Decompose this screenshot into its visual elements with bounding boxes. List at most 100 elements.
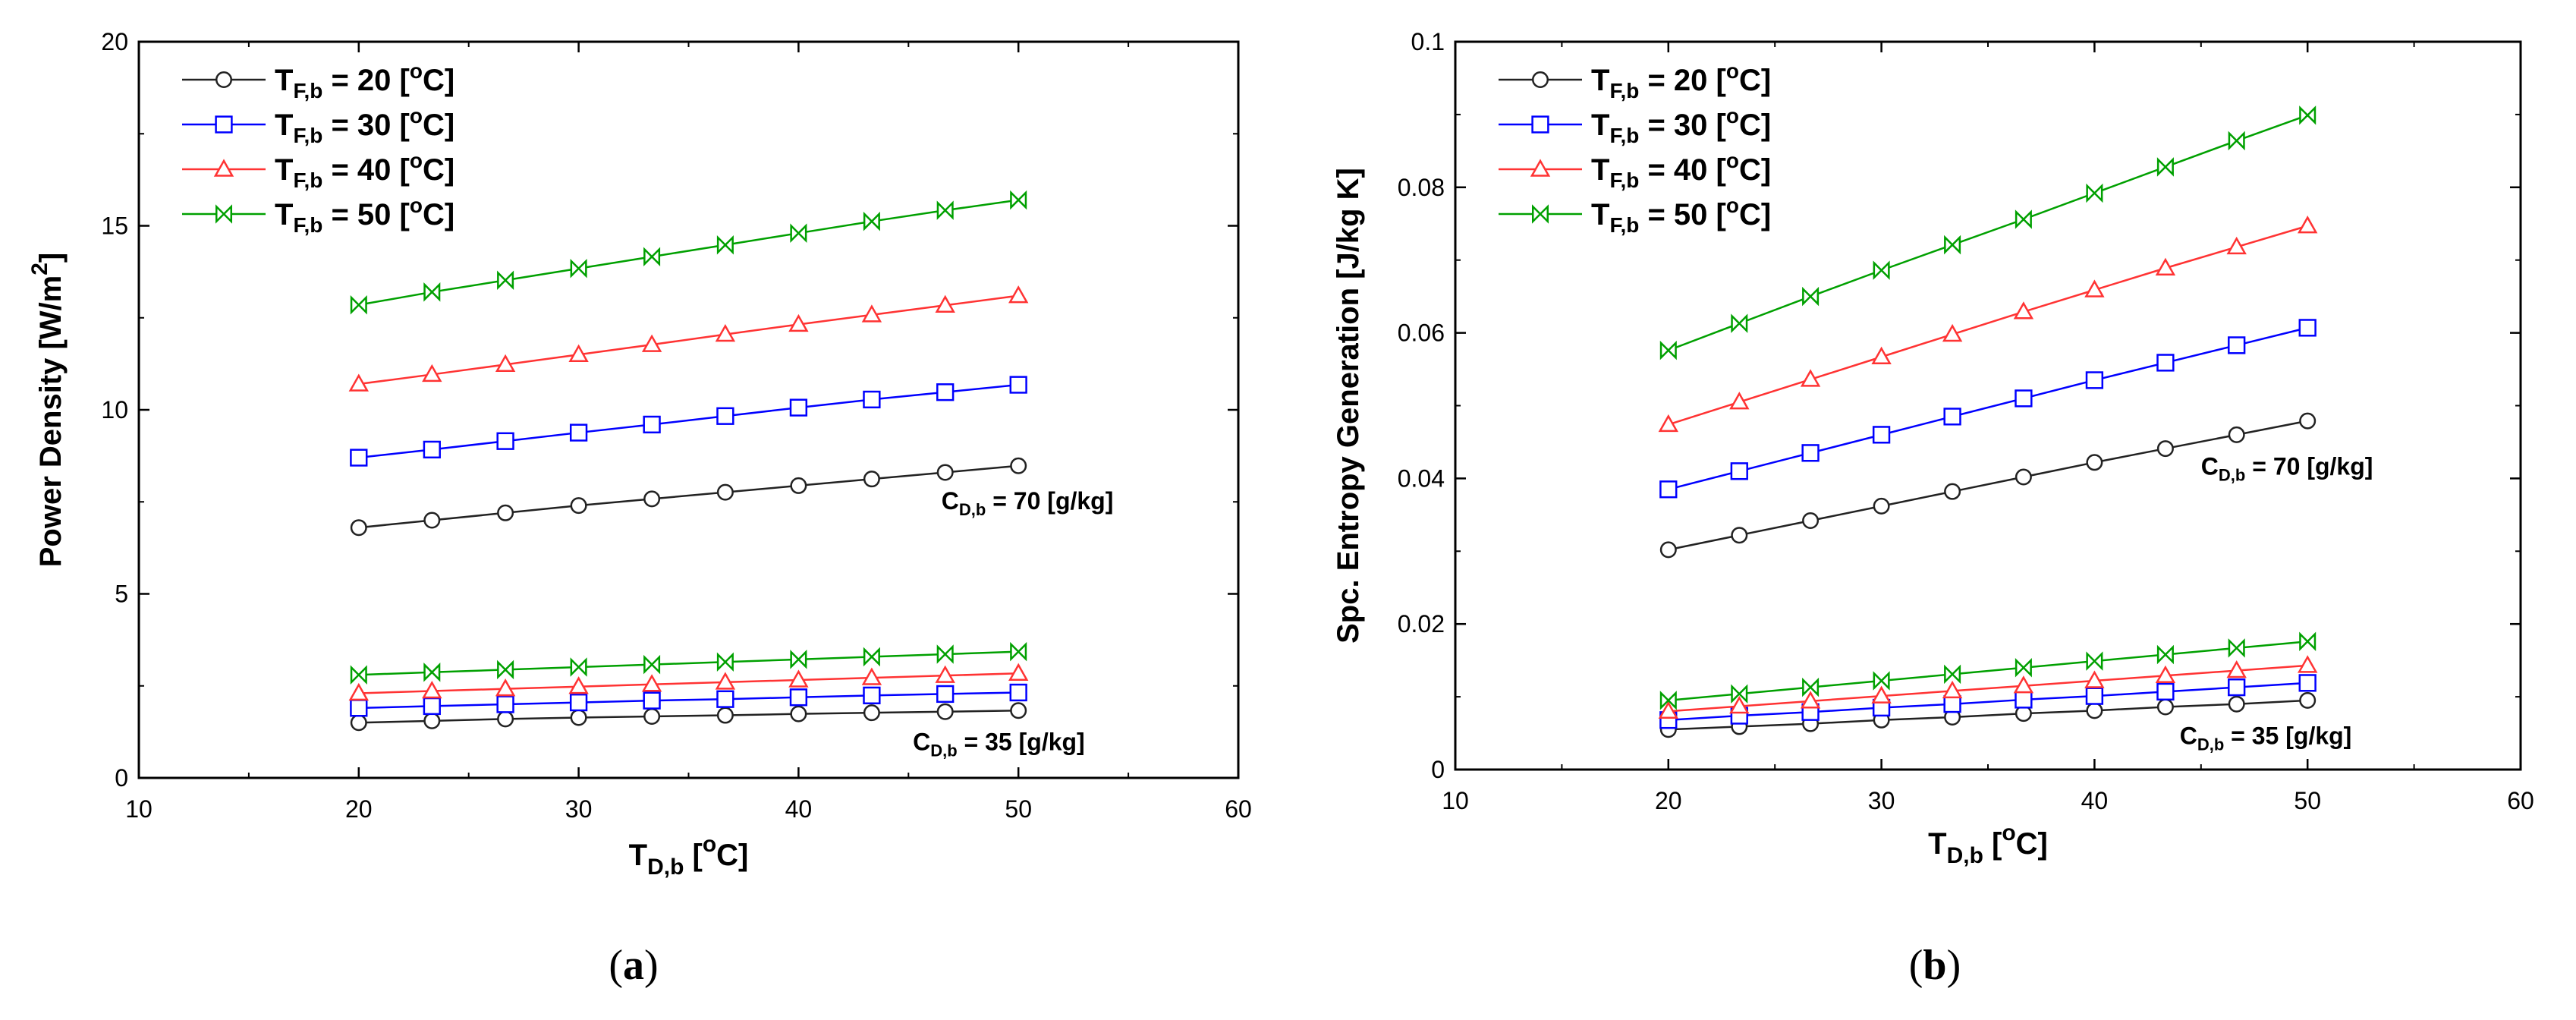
data-point	[789, 398, 808, 417]
data-point	[2015, 691, 2033, 709]
data-point	[2085, 687, 2104, 705]
data-point	[423, 512, 441, 529]
legend-marker	[215, 204, 232, 224]
data-point	[2228, 131, 2245, 151]
data-point	[2156, 698, 2174, 716]
legend-marker	[213, 159, 234, 177]
legend: TF,b = 20 [oC]TF,b = 30 [oC]TF,b = 40 [o…	[1499, 59, 1771, 237]
legend-label: TF,b = 40 [oC]	[1591, 149, 1771, 192]
series-1	[1659, 412, 2317, 559]
data-point	[2228, 695, 2245, 713]
y-tick-label: 0	[115, 764, 128, 792]
series-line	[358, 691, 1019, 710]
series-line	[1668, 699, 2308, 731]
data-point	[2298, 216, 2318, 234]
data-point	[350, 295, 367, 315]
data-point	[1008, 285, 1029, 304]
cdb-70-label: CD,b = 70 [g/kg]	[942, 487, 1114, 519]
series-2	[350, 376, 1027, 467]
legend: TF,b = 20 [oC]TF,b = 30 [oC]TF,b = 40 [o…	[182, 59, 454, 237]
data-point	[2228, 336, 2246, 354]
data-point	[1873, 497, 1890, 515]
legend-label: TF,b = 30 [oC]	[1591, 104, 1771, 147]
data-point	[1730, 462, 1748, 480]
data-point	[643, 691, 661, 710]
data-point	[350, 714, 367, 732]
data-point	[1729, 392, 1750, 410]
series-line	[358, 650, 1019, 676]
data-point	[1802, 286, 1820, 307]
data-point	[2084, 670, 2105, 688]
data-point	[1942, 323, 1963, 342]
data-point	[2156, 644, 2174, 665]
data-point	[2013, 675, 2034, 694]
data-point	[350, 449, 368, 467]
x-tick-label: 30	[1868, 787, 1895, 814]
cdb-70-label: CD,b = 70 [g/kg]	[2201, 453, 2373, 485]
data-point	[788, 669, 809, 688]
data-point	[716, 407, 734, 425]
series-line	[358, 294, 1019, 386]
series-line	[358, 464, 1019, 529]
data-point	[2156, 682, 2175, 701]
x-tick-label: 10	[125, 795, 153, 823]
data-point	[422, 680, 442, 699]
series-line	[1668, 664, 2308, 713]
data-point	[716, 483, 734, 501]
data-point	[1659, 541, 1677, 559]
x-tick-label: 50	[1005, 795, 1032, 823]
series-8	[350, 641, 1027, 685]
series-1	[350, 457, 1027, 537]
series-line	[358, 199, 1019, 307]
data-point	[568, 676, 589, 694]
data-point	[1942, 680, 1963, 699]
series-4	[1659, 105, 2317, 360]
cdb-35-label: CD,b = 35 [g/kg]	[2180, 722, 2352, 754]
data-point	[790, 477, 807, 494]
data-point	[2298, 674, 2317, 692]
data-point	[2155, 257, 2176, 275]
series-7	[1658, 655, 2318, 719]
data-point	[716, 707, 734, 724]
data-point	[2013, 301, 2034, 320]
data-point	[716, 235, 734, 255]
legend-label: TF,b = 50 [oC]	[1591, 194, 1771, 237]
y-tick-label: 0.02	[1398, 610, 1445, 638]
data-point	[570, 258, 587, 279]
data-point	[935, 294, 955, 313]
data-point	[350, 699, 368, 717]
series-4	[350, 190, 1027, 315]
data-point	[2299, 412, 2317, 430]
data-point	[1871, 685, 1892, 704]
cdb-35-label: CD,b = 35 [g/kg]	[913, 729, 1085, 760]
legend-marker	[215, 115, 233, 134]
series-line	[358, 672, 1019, 694]
data-point	[2015, 209, 2032, 229]
data-point	[423, 697, 441, 716]
x-tick-label: 20	[1655, 787, 1682, 814]
data-point	[2086, 454, 2103, 471]
data-point	[790, 650, 807, 669]
data-point	[2155, 665, 2176, 683]
data-point	[1943, 695, 1961, 713]
series-line	[1668, 225, 2308, 426]
data-point	[2299, 631, 2317, 651]
series-line	[1668, 420, 2308, 551]
data-point	[2299, 105, 2317, 125]
data-point	[570, 709, 587, 726]
x-tick-label: 60	[1225, 795, 1252, 823]
data-point	[936, 200, 954, 220]
data-point	[1943, 408, 1961, 426]
data-point	[1802, 677, 1820, 697]
data-point	[350, 665, 367, 685]
data-point	[935, 665, 955, 683]
data-point	[497, 270, 514, 291]
data-point	[936, 703, 954, 720]
series-3	[1658, 216, 2318, 433]
data-point	[1872, 426, 1891, 444]
data-point	[497, 710, 514, 728]
series-line	[1668, 114, 2308, 351]
data-point	[2228, 426, 2245, 443]
data-point	[2086, 702, 2103, 719]
